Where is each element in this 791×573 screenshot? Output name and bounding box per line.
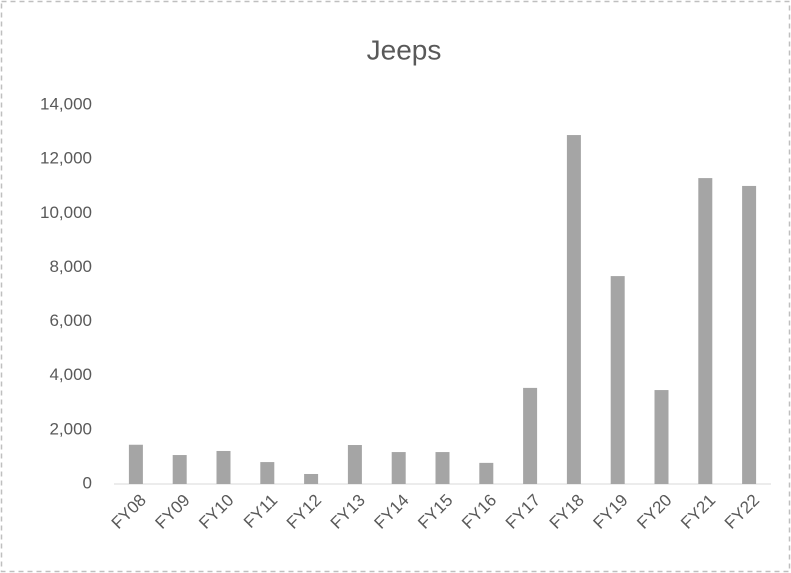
bar xyxy=(435,452,450,484)
y-tick-label: 14,000 xyxy=(40,94,92,113)
bar xyxy=(523,387,538,484)
bar xyxy=(216,450,231,484)
y-tick-label: 12,000 xyxy=(40,149,92,168)
y-tick-label: 10,000 xyxy=(40,203,92,222)
y-tick-label: 2,000 xyxy=(49,419,92,438)
y-tick-label: 8,000 xyxy=(49,257,92,276)
bar xyxy=(610,276,625,484)
bar xyxy=(391,452,406,484)
y-tick-label: 6,000 xyxy=(49,311,92,330)
bar xyxy=(304,473,319,484)
bar xyxy=(128,444,143,484)
bar xyxy=(654,390,669,484)
bar xyxy=(566,135,581,484)
chart-title: Jeeps xyxy=(367,34,442,65)
bar xyxy=(347,445,362,484)
bar xyxy=(260,462,275,484)
bar xyxy=(172,455,187,484)
y-tick-label: 4,000 xyxy=(49,365,92,384)
bar xyxy=(742,185,757,484)
bar xyxy=(479,462,494,484)
y-tick-label: 0 xyxy=(83,473,92,492)
bar xyxy=(698,178,713,485)
